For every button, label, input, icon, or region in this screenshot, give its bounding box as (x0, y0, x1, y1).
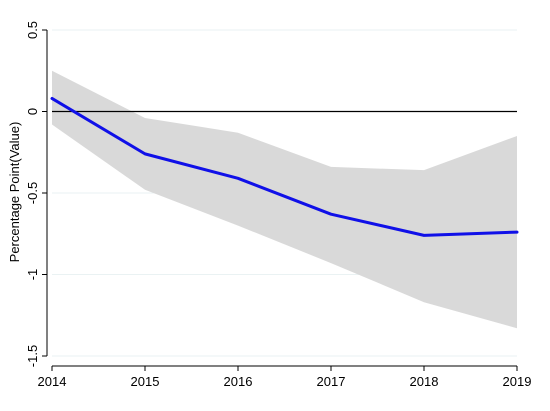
y-axis-title: Percentage Point(Value) (7, 122, 22, 263)
confidence-band-layer (52, 70, 517, 329)
series-layer (50, 96, 519, 237)
y-tick-labels: -1.5 -1 -0.5 0 0.5 (25, 21, 40, 367)
y-tick-label: -0.5 (25, 182, 40, 204)
x-tick-label: 2016 (224, 374, 253, 389)
y-tick-label: -1 (25, 269, 40, 281)
x-tick-labels: 2014 2015 2016 2017 2018 2019 (38, 374, 532, 389)
x-tick-label: 2015 (131, 374, 160, 389)
y-tick-label: -1.5 (25, 345, 40, 367)
y-tick-label: 0.5 (25, 21, 40, 39)
series-line-0 (50, 96, 519, 237)
y-tick-label: 0 (25, 108, 40, 115)
x-tick-label: 2018 (410, 374, 439, 389)
axes (42, 29, 518, 371)
confidence-band (52, 70, 517, 329)
x-tick-label: 2019 (503, 374, 532, 389)
x-tick-label: 2014 (38, 374, 67, 389)
x-tick-label: 2017 (317, 374, 346, 389)
